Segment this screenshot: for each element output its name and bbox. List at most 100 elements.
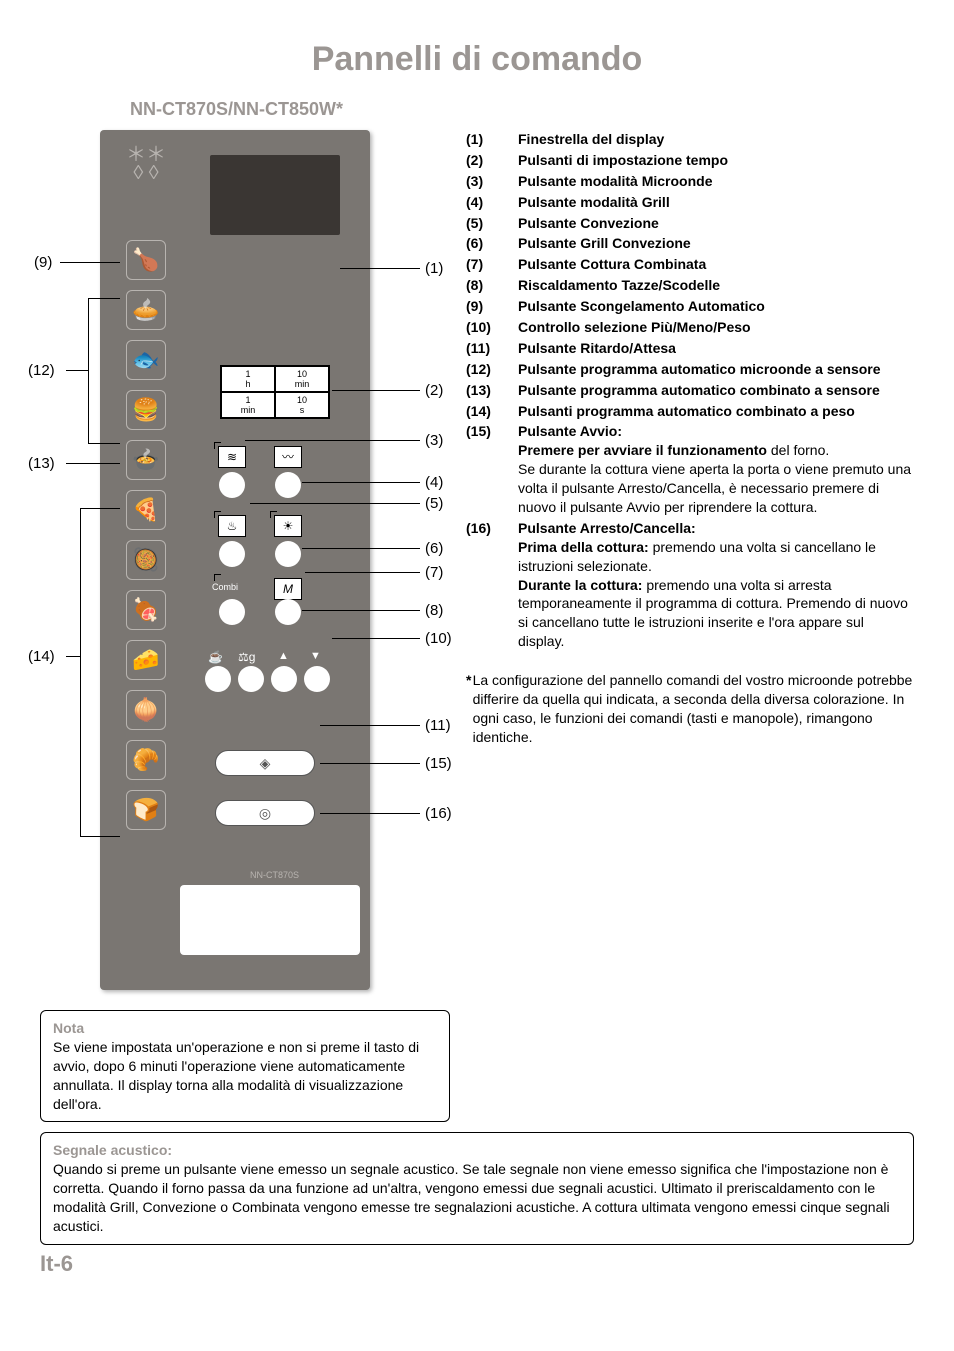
combi-button[interactable] <box>219 599 245 625</box>
legend-num: (1) <box>466 130 518 149</box>
legend-row: (16)Pulsante Arresto/Cancella:Prima dell… <box>466 519 914 651</box>
legend-num: (10) <box>466 318 518 337</box>
delay-button[interactable]: ◈ <box>215 750 315 776</box>
corner <box>214 574 221 581</box>
weight-cup-icon: ☕ <box>208 650 223 664</box>
weight-btn-1[interactable] <box>205 666 231 692</box>
minus-button[interactable] <box>304 666 330 692</box>
legend-num: (15) <box>466 422 518 516</box>
grill-button[interactable] <box>275 472 301 498</box>
line <box>320 725 420 726</box>
food-icon-10: 🧅 <box>126 690 166 730</box>
page-title: Pannelli di comando <box>40 40 914 79</box>
label-11: (11) <box>425 717 451 734</box>
label-9: (9) <box>34 254 52 271</box>
micro-icon: ≋ <box>218 446 246 468</box>
corner <box>270 511 277 518</box>
label-5: (5) <box>425 495 443 512</box>
grill-conv-button[interactable] <box>275 541 301 567</box>
legend-num: (7) <box>466 255 518 274</box>
legend-row: (9)Pulsante Scongelamento Automatico <box>466 297 914 316</box>
panel-diagram: ＊＊◊ ◊ 🍗 🥧 🐟 🍔 🍲 🍕 🥘 🍖 🧀 🧅 🥐 🍞 <box>40 130 450 1000</box>
legend-num: (8) <box>466 276 518 295</box>
time-10min[interactable]: 10min <box>275 366 329 392</box>
defrost-icon: ＊＊◊ ◊ <box>126 146 166 216</box>
bracket <box>88 443 120 444</box>
legend-list: (1)Finestrella del display(2)Pulsanti di… <box>466 130 914 651</box>
food-icon-9: 🧀 <box>126 640 166 680</box>
food-icon-8: 🍖 <box>126 590 166 630</box>
food-icon-column: 🍗 🥧 🐟 🍔 🍲 🍕 🥘 🍖 🧀 🧅 🥐 🍞 <box>126 240 166 840</box>
legend-row: (3)Pulsante modalità Microonde <box>466 172 914 191</box>
time-10s[interactable]: 10s <box>275 392 329 418</box>
line <box>60 262 120 263</box>
food-icon-6: 🍕 <box>126 490 166 530</box>
legend-text: Pulsante Scongelamento Automatico <box>518 297 914 316</box>
line <box>66 463 120 464</box>
line <box>302 610 420 611</box>
legend-row: (2)Pulsanti di impostazione tempo <box>466 151 914 170</box>
legend-text: Pulsante modalità Grill <box>518 193 914 212</box>
food-icon-11: 🥐 <box>126 740 166 780</box>
beep-title: Segnale acustico: <box>53 1142 172 1158</box>
legend-num: (2) <box>466 151 518 170</box>
down-icon: ▼ <box>310 650 321 662</box>
m-icon: M <box>274 578 302 600</box>
time-1h[interactable]: 1h <box>221 366 275 392</box>
line <box>320 763 420 764</box>
legend-row: (12)Pulsante programma automatico microo… <box>466 360 914 379</box>
convection-button[interactable] <box>219 541 245 567</box>
legend-row: (13)Pulsante programma automatico combin… <box>466 381 914 400</box>
label-10: (10) <box>425 630 452 647</box>
control-panel: ＊＊◊ ◊ 🍗 🥧 🐟 🍔 🍲 🍕 🥘 🍖 🧀 🧅 🥐 🍞 <box>100 130 370 990</box>
label-8: (8) <box>425 602 443 619</box>
legend-num: (16) <box>466 519 518 651</box>
line <box>302 482 420 483</box>
line <box>250 503 420 504</box>
label-14: (14) <box>28 648 55 665</box>
cup-button[interactable] <box>275 599 301 625</box>
right-column: (1)Finestrella del display(2)Pulsanti di… <box>466 130 914 1122</box>
legend-row: (10)Controllo selezione Più/Meno/Peso <box>466 318 914 337</box>
combi-label: Combi <box>212 582 238 592</box>
label-13: (13) <box>28 455 55 472</box>
legend-row: (14)Pulsanti programma automatico combin… <box>466 402 914 421</box>
bracket <box>80 836 120 837</box>
legend-text: Pulsante Arresto/Cancella:Prima della co… <box>518 519 914 651</box>
legend-num: (4) <box>466 193 518 212</box>
line <box>320 813 420 814</box>
label-6: (6) <box>425 540 443 557</box>
weight-btn-2[interactable] <box>238 666 264 692</box>
legend-num: (6) <box>466 234 518 253</box>
weight-g-icon: ⚖g <box>238 650 255 664</box>
legend-text: Controllo selezione Più/Meno/Peso <box>518 318 914 337</box>
food-icon-4: 🍔 <box>126 390 166 430</box>
label-3: (3) <box>425 432 443 449</box>
legend-text: Pulsante Avvio:Premere per avviare il fu… <box>518 422 914 516</box>
star-note: * La configurazione del pannello comandi… <box>466 671 914 747</box>
up-icon: ▲ <box>278 650 289 662</box>
time-1min[interactable]: 1min <box>221 392 275 418</box>
label-12: (12) <box>28 362 55 379</box>
legend-row: (8)Riscaldamento Tazze/Scodelle <box>466 276 914 295</box>
legend-row: (4)Pulsante modalità Grill <box>466 193 914 212</box>
legend-row: (5)Pulsante Convezione <box>466 214 914 233</box>
label-7: (7) <box>425 564 443 581</box>
food-icon-7: 🥘 <box>126 540 166 580</box>
legend-num: (12) <box>466 360 518 379</box>
line <box>66 370 88 371</box>
line <box>305 572 420 573</box>
label-1: (1) <box>425 260 443 277</box>
legend-num: (3) <box>466 172 518 191</box>
micro-button[interactable] <box>219 472 245 498</box>
nota-text: Se viene impostata un'operazione e non s… <box>53 1039 419 1112</box>
legend-text: Pulsante Cottura Combinata <box>518 255 914 274</box>
food-icon-5: 🍲 <box>126 440 166 480</box>
food-icon-1: 🍗 <box>126 240 166 280</box>
stop-button[interactable]: ◎ <box>215 800 315 826</box>
convection-icon: ♨ <box>218 515 246 537</box>
legend-row: (7)Pulsante Cottura Combinata <box>466 255 914 274</box>
plus-button[interactable] <box>271 666 297 692</box>
bracket <box>88 298 89 443</box>
bracket <box>80 508 120 509</box>
